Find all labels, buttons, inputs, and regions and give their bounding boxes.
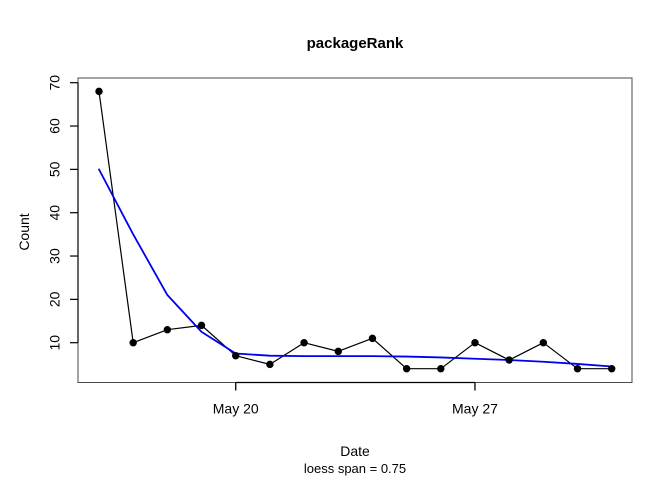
- loess-span-sublabel: loess span = 0.75: [303, 461, 407, 476]
- data-point: [232, 352, 240, 360]
- data-point: [573, 365, 582, 373]
- data-point: [334, 347, 342, 356]
- data-point: [129, 339, 137, 347]
- data-point: [402, 365, 411, 373]
- y-tick-label: 70: [47, 75, 63, 91]
- y-tick-label: 10: [47, 335, 63, 351]
- x-axis-label: Date: [340, 443, 370, 459]
- data-point: [368, 334, 377, 343]
- data-point: [163, 326, 172, 334]
- chart-title: packageRank: [306, 35, 404, 52]
- count-series-line: [98, 91, 612, 370]
- data-point: [300, 339, 308, 347]
- data-point: [539, 339, 548, 347]
- data-point: [471, 339, 479, 347]
- data-point: [437, 365, 445, 373]
- plot-box: [77, 77, 633, 383]
- data-point: [197, 321, 206, 330]
- y-tick-label: 50: [47, 161, 63, 177]
- data-point: [95, 87, 103, 96]
- y-tick-label: 40: [47, 205, 63, 221]
- y-tick-label: 20: [47, 291, 63, 307]
- y-tick-label: 30: [47, 248, 63, 264]
- data-point: [608, 365, 616, 373]
- y-tick-label: 60: [47, 118, 63, 134]
- x-tick-label: May 20: [213, 401, 259, 417]
- x-tick-label: May 27: [452, 401, 498, 417]
- data-point: [505, 356, 513, 364]
- data-point: [266, 360, 274, 369]
- loess-curve: [98, 168, 613, 368]
